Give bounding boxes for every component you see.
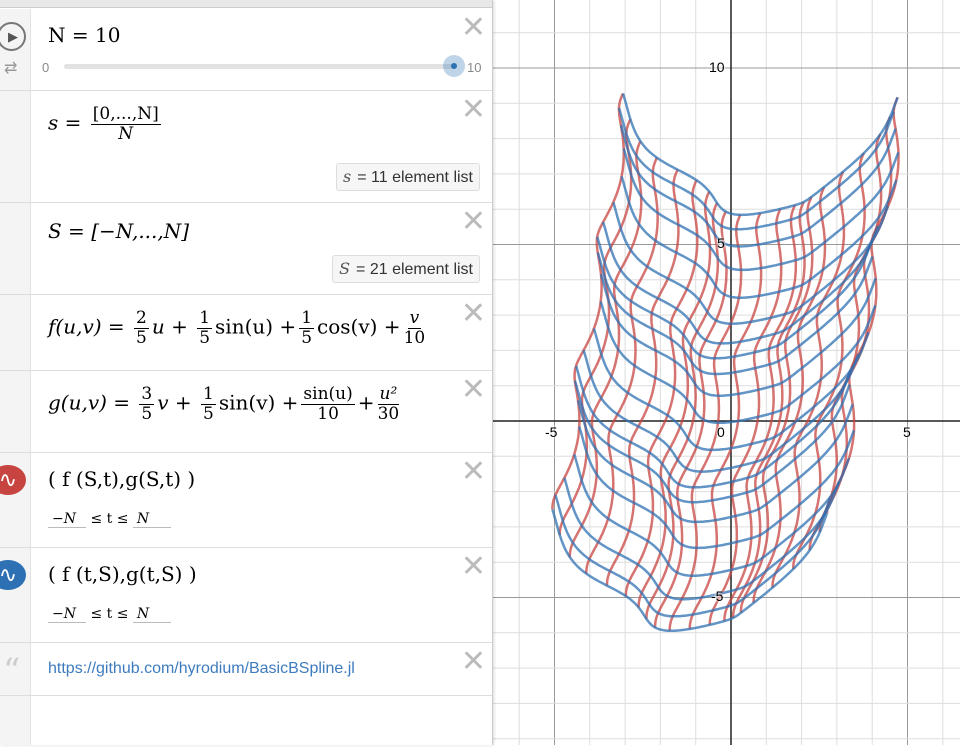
slider-track[interactable] <box>64 64 454 69</box>
slider-min: 0 <box>42 60 50 75</box>
blue-curve <box>563 477 841 601</box>
blue-curve <box>599 301 877 425</box>
gutter <box>0 696 31 745</box>
blue-curve <box>620 175 898 299</box>
close-icon[interactable]: ✕ <box>460 296 486 331</box>
note-link[interactable]: https://github.com/hyrodium/BasicBSpline… <box>48 660 355 677</box>
blue-curve <box>582 349 860 473</box>
close-icon[interactable]: ✕ <box>460 454 486 489</box>
graph-svg[interactable] <box>448 0 960 745</box>
domain-min-input[interactable]: −N <box>48 511 86 528</box>
blue-curve <box>578 426 856 550</box>
lhs: S <box>48 219 62 243</box>
blue-curve <box>619 124 897 248</box>
domain-row: −N ≤ t ≤ N <box>48 511 171 528</box>
curve-expression: ( f (t,S),g(t,S) ) <box>48 562 197 586</box>
blue-curve <box>621 93 899 217</box>
expression-curve-red[interactable]: ∿ ( f (S,t),g(S,t) ) −N ≤ t ≤ N ✕ <box>0 453 492 548</box>
rhs: [−N,...,N] <box>91 219 190 243</box>
close-icon[interactable]: ✕ <box>460 372 486 407</box>
close-icon[interactable]: ✕ <box>460 549 486 584</box>
blue-curve <box>617 107 895 231</box>
gutter <box>0 295 31 370</box>
close-icon[interactable]: ✕ <box>460 644 486 679</box>
blue-curve <box>573 453 851 577</box>
blue-curve <box>573 380 851 504</box>
close-icon[interactable]: ✕ <box>460 10 486 45</box>
expression-curve-blue[interactable]: ∿ ( f (t,S),g(t,S) ) −N ≤ t ≤ N ✕ <box>0 548 492 643</box>
gutter: ∿ <box>0 453 31 547</box>
y-tick-label: -5 <box>711 588 724 604</box>
expression-s[interactable]: s = [0,...,N] N s = 11 element list ✕ <box>0 91 492 203</box>
gutter <box>0 371 31 452</box>
gutter: ∿ <box>0 548 31 642</box>
red-curve <box>645 202 720 619</box>
blue-curve <box>622 148 900 272</box>
x-tick-label: -5 <box>545 424 558 440</box>
graph-canvas[interactable]: -5 0 5 10 5 -5 <box>448 0 960 745</box>
gutter: “ <box>0 643 31 695</box>
slider-max: 10 <box>467 60 482 75</box>
denominator: N <box>118 123 134 144</box>
expression-list: ▶ ⇄ N = 10 0 10 ✕ s = [0,...,N] N s = 11 e… <box>0 0 493 745</box>
blue-curve <box>596 236 874 360</box>
lhs: s <box>48 110 59 135</box>
blue-curve <box>574 365 852 489</box>
list-badge: S = 21 element list <box>332 255 480 283</box>
expression-S[interactable]: S = [−N,...,N] S = 21 element list ✕ <box>0 203 492 295</box>
domain-min-input[interactable]: −N <box>48 606 86 623</box>
x-tick-label: 0 <box>717 424 725 440</box>
numerator: [0,...,N] <box>90 104 161 125</box>
expression-slider-n[interactable]: ▶ ⇄ N = 10 0 10 ✕ <box>0 9 492 91</box>
slider-expression[interactable]: N = 10 <box>48 23 121 47</box>
close-icon[interactable]: ✕ <box>460 92 486 127</box>
blue-curve <box>551 509 829 633</box>
blue-curve <box>599 273 877 397</box>
blue-curve <box>554 494 832 618</box>
domain-max-input[interactable]: N <box>132 511 171 528</box>
blue-curve <box>601 221 880 345</box>
loop-icon[interactable]: ⇄ <box>4 60 18 77</box>
blue-curve <box>576 400 854 524</box>
curve-expression: ( f (S,t),g(S,t) ) <box>48 467 196 491</box>
gutter <box>0 91 31 202</box>
domain-row: −N ≤ t ≤ N <box>48 606 171 623</box>
gutter: ▶ ⇄ <box>0 9 31 90</box>
expression-toolbar <box>0 0 492 8</box>
list-badge: s = 11 element list <box>336 163 480 191</box>
curve-color-icon[interactable]: ∿ <box>0 465 26 495</box>
new-expression-row[interactable] <box>0 696 492 745</box>
note-row[interactable]: “ https://github.com/hyrodium/BasicBSpli… <box>0 643 492 696</box>
slider-handle[interactable] <box>443 55 465 77</box>
curve-color-icon[interactable]: ∿ <box>0 560 26 590</box>
close-icon[interactable]: ✕ <box>460 204 486 239</box>
blue-curve <box>596 252 874 376</box>
quote-icon: “ <box>3 651 21 691</box>
blue-curve <box>592 328 870 452</box>
domain-max-input[interactable]: N <box>132 606 171 623</box>
gutter <box>0 203 31 294</box>
blue-curve <box>612 201 890 325</box>
y-tick-label: 10 <box>709 59 725 75</box>
red-curve <box>825 96 900 514</box>
play-icon[interactable]: ▶ <box>0 22 26 51</box>
y-tick-label: 5 <box>717 235 725 251</box>
x-tick-label: 5 <box>903 424 911 440</box>
